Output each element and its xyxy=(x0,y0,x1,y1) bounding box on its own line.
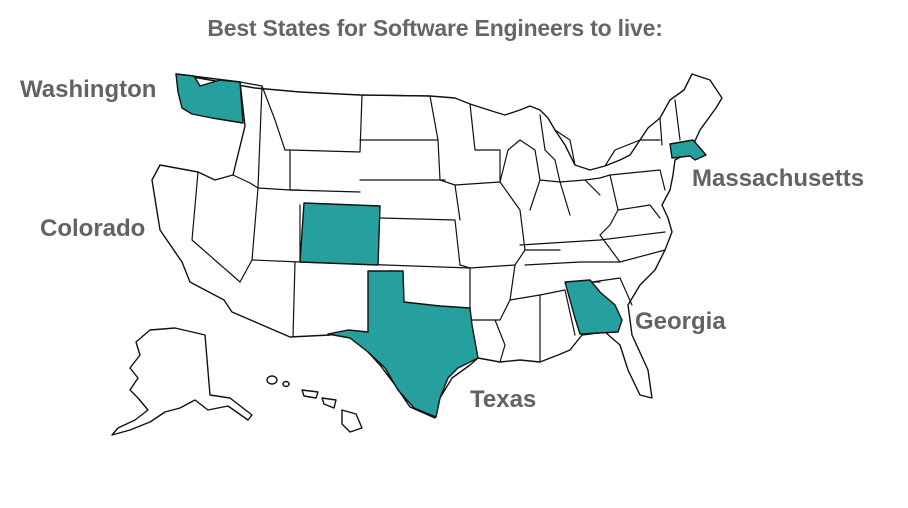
label-georgia: Georgia xyxy=(635,308,726,335)
label-colorado: Colorado xyxy=(40,215,146,242)
label-texas: Texas xyxy=(470,386,537,413)
state-hawaii xyxy=(266,375,363,433)
state-washington xyxy=(175,73,244,124)
state-alaska xyxy=(111,327,253,436)
label-massachusetts: Massachusetts xyxy=(692,165,865,192)
state-georgia xyxy=(564,279,623,335)
map-title: Best States for Software Engineers to li… xyxy=(207,15,663,41)
label-washington: Washington xyxy=(20,76,157,103)
state-colorado xyxy=(299,202,381,266)
state-borders xyxy=(191,81,681,363)
state-texas xyxy=(327,270,479,418)
state-massachusetts xyxy=(669,139,707,161)
